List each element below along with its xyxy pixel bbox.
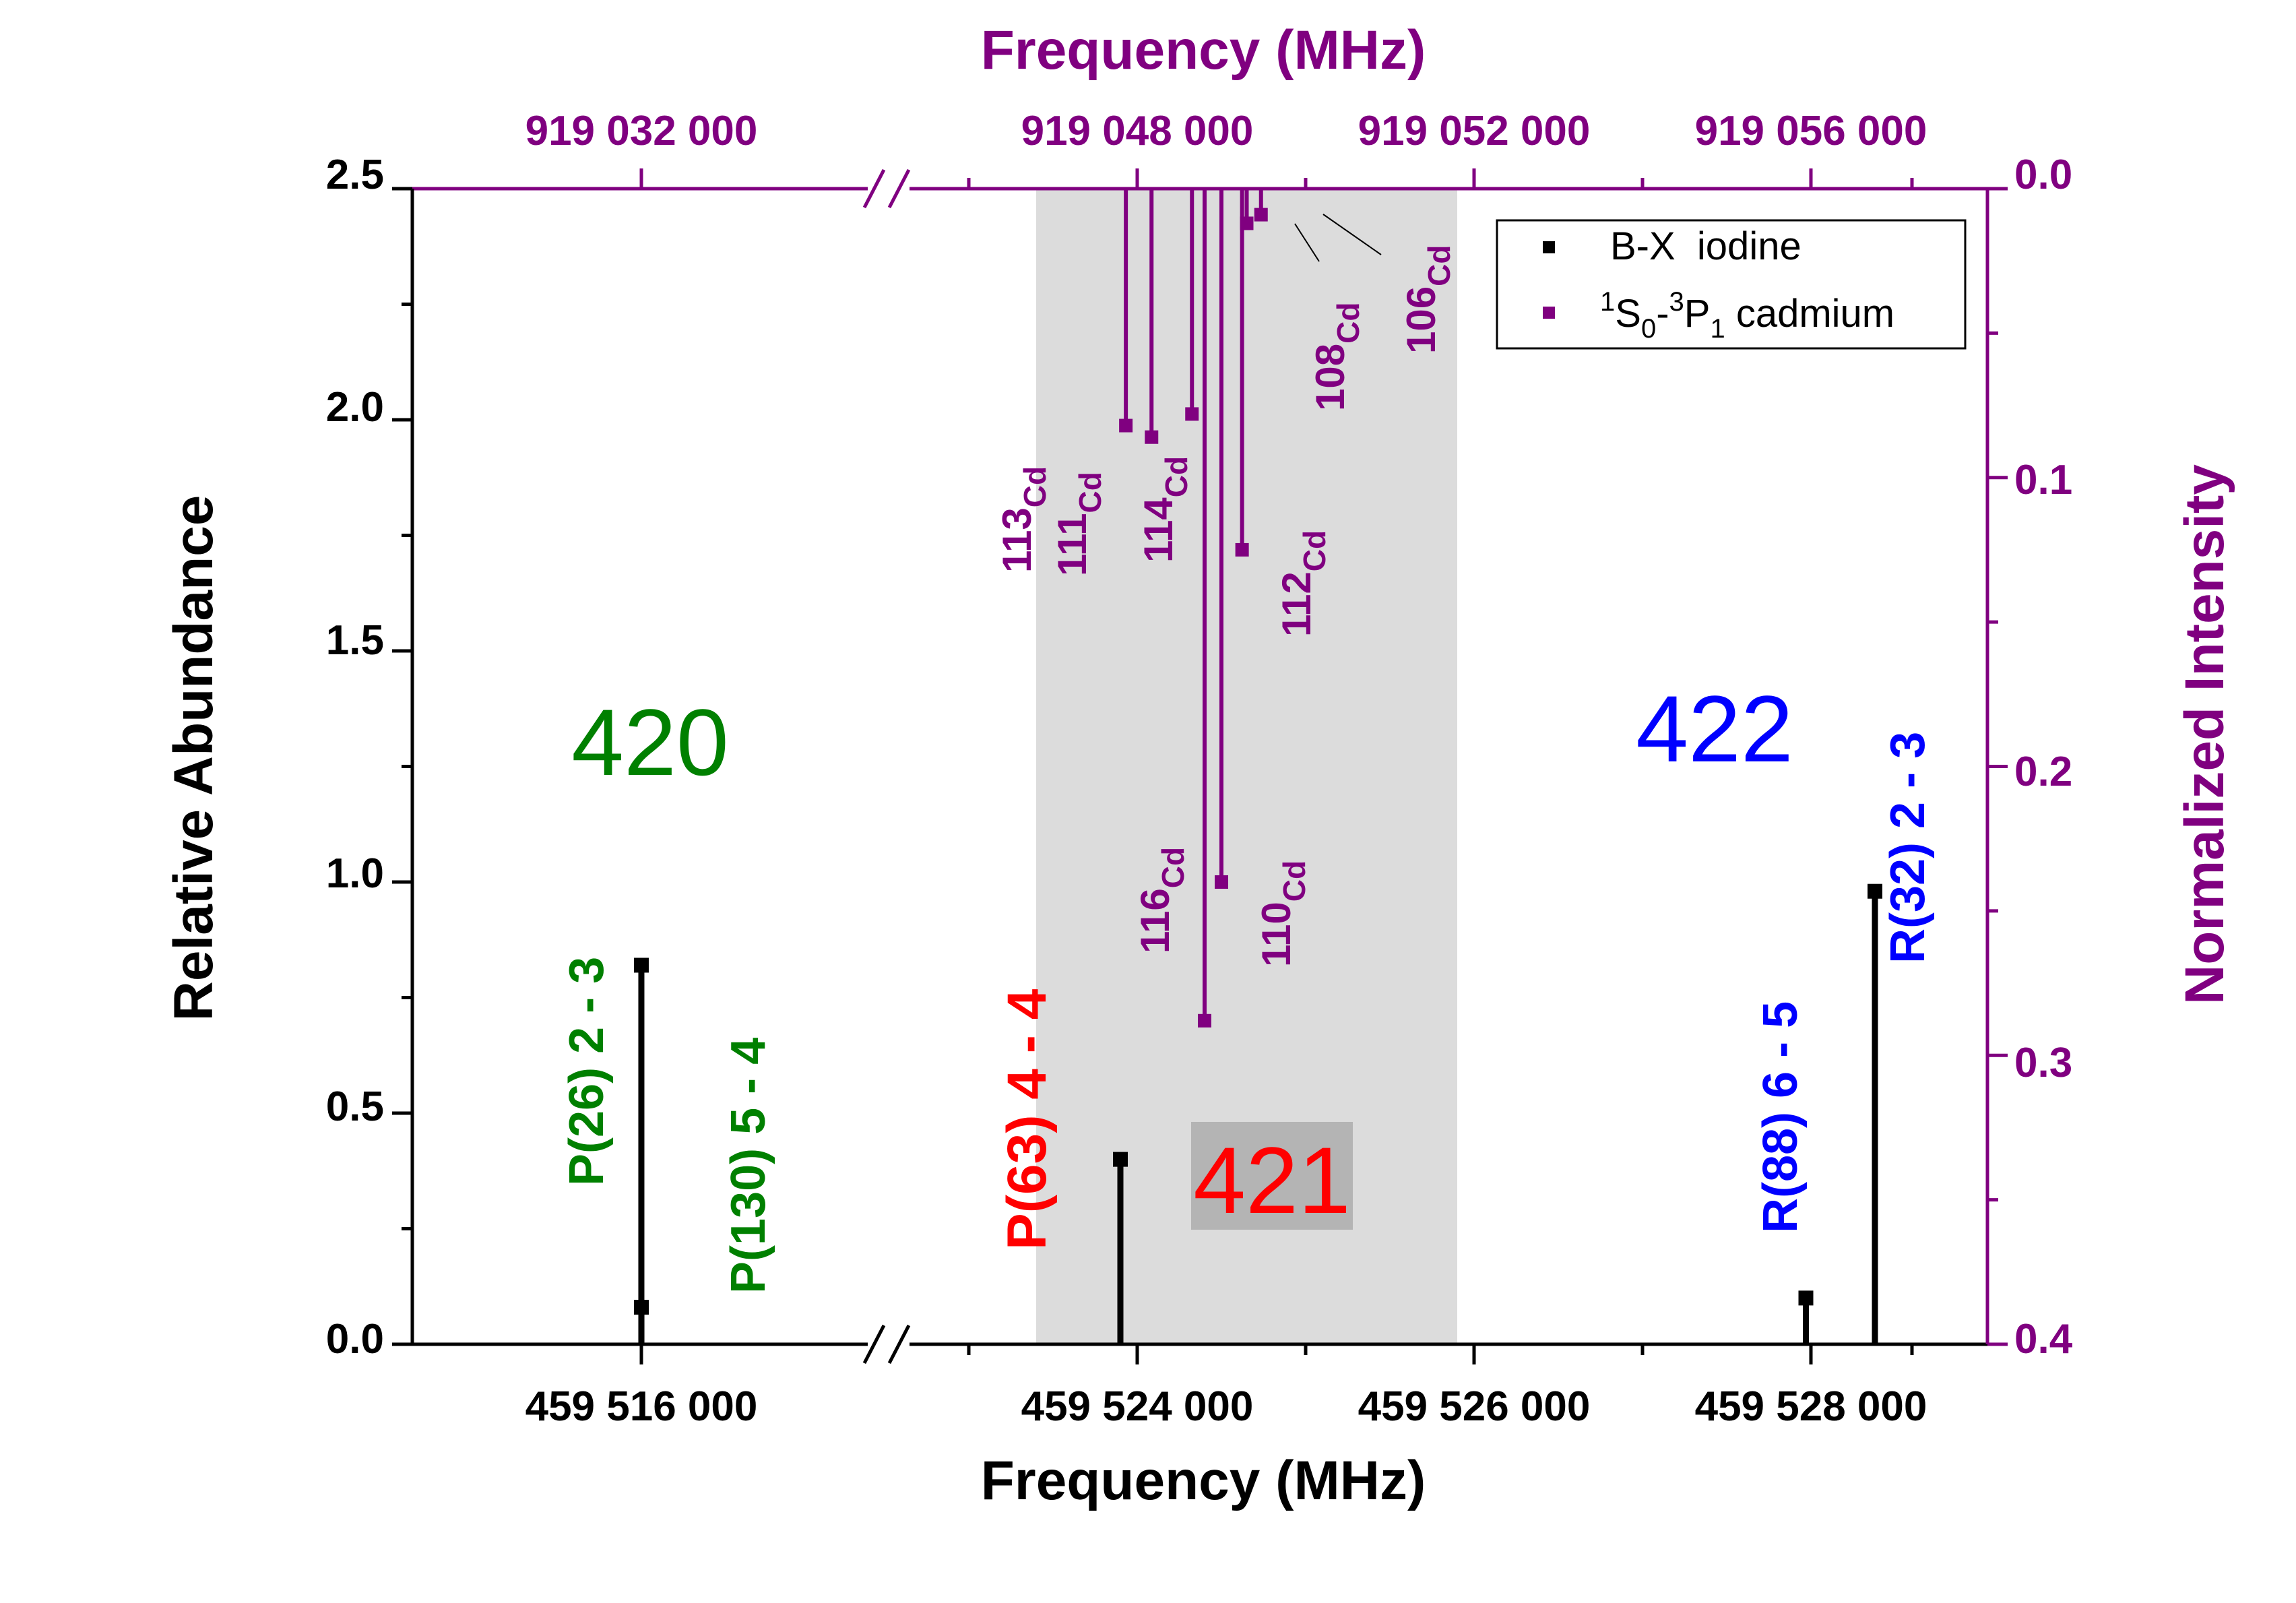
legend: B-X iodine 1S0-3P1 cadmium — [1496, 219, 1967, 350]
axis-break-mark — [862, 1324, 886, 1364]
legend-marker-cadmium — [1543, 307, 1555, 319]
iodine-labels: P(26) 2 - 3 P(130) 5 - 4 P(63) 4 - 4 R(8… — [560, 732, 1935, 1294]
left-tick-label: 1.5 — [326, 617, 384, 664]
iodine-marker — [1113, 1152, 1128, 1167]
cadmium-label-112: 112Cd — [1274, 530, 1332, 637]
cadmium-marker — [1240, 216, 1254, 230]
leader-line-106 — [1322, 214, 1382, 255]
left-tick-label: 2.0 — [326, 384, 384, 431]
left-tick-label: 0.0 — [326, 1316, 384, 1362]
cadmium-label-116: 116Cd — [1133, 847, 1190, 953]
cadmium-label-114: 114Cd — [1136, 456, 1194, 563]
top-tick-label: 919 052 000 — [1358, 108, 1591, 154]
cadmium-marker — [1254, 208, 1268, 222]
cadmium-marker — [1198, 1013, 1211, 1028]
top-tick-label: 919 032 000 — [525, 108, 758, 154]
cadmium-label-108: 108Cd — [1308, 303, 1366, 411]
bottom-tick-label: 459 516 000 — [525, 1383, 758, 1430]
cadmium-label-106: 106Cd — [1399, 245, 1457, 354]
left-axis-title: Relative Abundance — [163, 495, 224, 1021]
cadmium-marker — [1235, 542, 1249, 557]
iodine-label: P(26) 2 - 3 — [560, 957, 614, 1186]
left-tick-label: 2.5 — [326, 152, 384, 198]
axis-break-mark — [887, 1324, 911, 1364]
bottom-tick-label: 459 528 000 — [1695, 1383, 1927, 1430]
right-tick-label: 0.4 — [2014, 1316, 2073, 1362]
iodine-marker — [633, 957, 649, 973]
iodine-marker — [1868, 883, 1882, 899]
iodine-label: R(88) 6 - 5 — [1754, 1001, 1808, 1233]
bottom-axis-title: Frequency (MHz) — [981, 1450, 1426, 1511]
cadmium-marker — [1215, 875, 1228, 889]
top-tick-label: 919 056 000 — [1695, 108, 1927, 154]
right-axis-title: Normalized Intensity — [2174, 464, 2235, 1005]
iodine-label: P(63) 4 - 4 — [996, 988, 1058, 1250]
cadmium-marker — [1185, 407, 1199, 421]
group-label-422: 422 — [1636, 676, 1793, 782]
cadmium-label-110: 110Cd — [1254, 860, 1312, 967]
right-tick-label: 0.0 — [2014, 152, 2072, 198]
cadmium-label-113: 113Cd — [994, 466, 1052, 573]
right-tick-label: 0.1 — [2014, 457, 2072, 503]
data-marks — [633, 189, 1882, 1344]
iodine-label: R(32) 2 - 3 — [1881, 732, 1935, 964]
axis-break-mark — [862, 168, 886, 209]
right-tick-label: 0.2 — [2014, 749, 2072, 795]
axis-break-mark — [887, 168, 911, 209]
bottom-tick-label: 459 524 000 — [1021, 1383, 1254, 1430]
top-axis-tick-labels: 919 032 000 919 048 000 919 052 000 919 … — [525, 108, 1927, 154]
left-tick-label: 0.5 — [326, 1083, 384, 1130]
right-axis-tick-labels: 0.0 0.1 0.2 0.3 0.4 — [2014, 152, 2073, 1362]
right-tick-label: 0.3 — [2014, 1040, 2072, 1086]
top-axis-title: Frequency (MHz) — [981, 20, 1426, 81]
legend-label-iodine: B-X iodine — [1610, 224, 1801, 268]
group-label-421: 421 — [1193, 1127, 1351, 1233]
group-label-420: 420 — [571, 689, 729, 795]
iodine-label: P(130) 5 - 4 — [722, 1038, 775, 1294]
top-tick-label: 919 048 000 — [1021, 108, 1254, 154]
axis-ticks — [392, 168, 2008, 1364]
legend-marker-iodine — [1543, 241, 1555, 253]
left-tick-label: 1.0 — [326, 850, 384, 897]
axis-breaks — [862, 168, 911, 1364]
legend-box — [1496, 219, 1967, 350]
bottom-axis-tick-labels: 459 516 000 459 524 000 459 526 000 459 … — [525, 1383, 1927, 1430]
left-axis-tick-labels: 0.0 0.5 1.0 1.5 2.0 2.5 — [326, 152, 384, 1362]
cadmium-marker — [1119, 418, 1133, 433]
bottom-tick-label: 459 526 000 — [1358, 1383, 1591, 1430]
legend-label-cadmium: 1S0-3P1 cadmium — [1600, 287, 1894, 344]
iodine-marker — [1798, 1290, 1814, 1306]
cadmium-labels: 113Cd 111Cd 114Cd 116Cd 110Cd 112Cd 108C… — [994, 245, 1457, 967]
leader-line-108 — [1294, 223, 1320, 262]
group-label-421-background — [1191, 1122, 1353, 1230]
iodine-marker — [634, 1300, 649, 1315]
cadmium-label-111: 111Cd — [1050, 472, 1108, 576]
cadmium-marker — [1145, 430, 1159, 444]
